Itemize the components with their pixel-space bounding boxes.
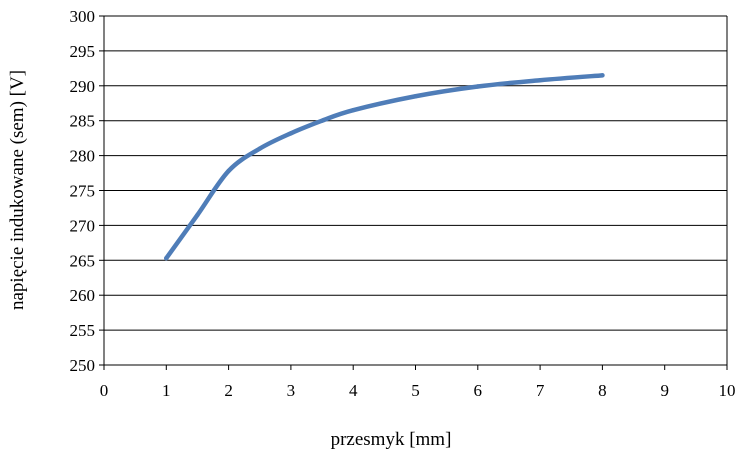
x-tick-label: 8 — [598, 381, 607, 400]
y-tick-label: 295 — [70, 42, 96, 61]
x-tick-label: 6 — [474, 381, 483, 400]
y-tick-label: 255 — [70, 321, 96, 340]
x-tick-label: 7 — [536, 381, 545, 400]
data-point — [413, 94, 418, 99]
x-tick-label: 3 — [287, 381, 296, 400]
y-tick-label: 285 — [70, 112, 96, 131]
data-point — [288, 131, 294, 136]
series-line — [164, 73, 605, 261]
data-point — [351, 108, 356, 113]
y-tick-label: 280 — [70, 147, 96, 166]
y-axis-label: napięcie indukowane (sem) [V] — [7, 70, 28, 310]
y-tick-label: 270 — [70, 216, 96, 235]
y-tick-labels: 300 295 290 285 280 275 270 265 260 255 250 — [70, 7, 96, 375]
data-point — [600, 73, 605, 78]
axes — [99, 15, 728, 370]
x-tick-label: 2 — [224, 381, 233, 400]
x-tick-label: 4 — [349, 381, 358, 400]
gridlines — [104, 15, 728, 366]
y-tick-label: 260 — [70, 286, 96, 305]
data-point — [537, 78, 543, 83]
data-point — [226, 168, 231, 174]
y-tick-label: 290 — [70, 77, 96, 96]
x-tick-label: 1 — [162, 381, 171, 400]
data-point — [319, 118, 325, 123]
x-tick-labels: 0 1 2 3 4 5 6 7 8 9 10 — [100, 381, 736, 400]
x-tick-label: 9 — [660, 381, 669, 400]
data-point — [257, 146, 262, 151]
x-tick-label: 0 — [100, 381, 109, 400]
x-axis-label: przesmyk [mm] — [331, 429, 452, 450]
y-tick-label: 300 — [70, 7, 96, 26]
data-point — [164, 256, 169, 261]
y-tick-label: 265 — [70, 251, 96, 270]
y-tick-label: 275 — [70, 182, 96, 201]
x-tick-label: 10 — [719, 381, 736, 400]
x-tick-label: 5 — [411, 381, 420, 400]
series-layer — [164, 73, 605, 261]
y-tick-label: 250 — [70, 356, 96, 375]
data-point — [195, 212, 200, 218]
data-point — [475, 84, 480, 89]
